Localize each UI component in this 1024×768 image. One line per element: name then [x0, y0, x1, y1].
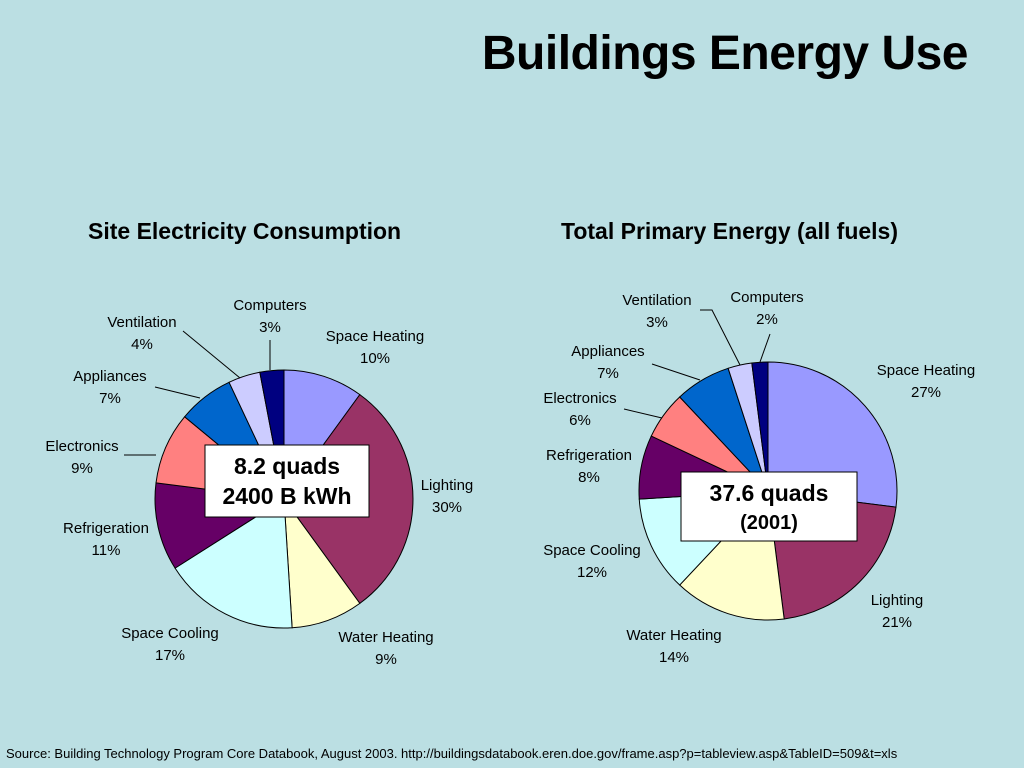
annotation-box: [204, 444, 370, 518]
leader-line-appliances: [651, 363, 701, 381]
chart-title-total-primary-energy: Total Primary Energy (all fuels): [561, 218, 899, 244]
slice-label-refrigeration: Refrigeration 8%: [546, 447, 632, 486]
slice-label-space-cooling: Space Cooling 17%: [121, 625, 219, 664]
pie-chart-2: Space Heating 27% Lighting 21% Water Heating…: [543, 289, 975, 666]
pie-chart-1: Space Heating 10% Lighting 30% Water Heating…: [45, 297, 473, 668]
annotation-line-2: 2400 B kWh: [222, 483, 351, 509]
slice-label-appliances: Appliances 7%: [571, 343, 644, 382]
pie-slice-space-cooling: [174, 498, 293, 629]
slice-label-refrigeration: Refrigeration 11%: [63, 520, 149, 559]
slice-label-water-heating: Water Heating 14%: [626, 627, 721, 666]
slice-label-ventilation: Ventilation 3%: [622, 292, 691, 331]
leader-line-ventilation: [182, 330, 241, 379]
slice-label-appliances: Appliances 7%: [73, 368, 146, 407]
leader-line-computers: [759, 333, 771, 363]
slice-label-electronics: Electronics 9%: [45, 438, 118, 477]
annotation-line-1: 8.2 quads: [234, 453, 340, 479]
slice-label-space-heating: Space Heating 27%: [877, 362, 975, 401]
annotation-line-2: (2001): [740, 512, 798, 534]
slice-label-space-cooling: Space Cooling 12%: [543, 542, 641, 581]
slice-label-electronics: Electronics 6%: [543, 390, 616, 429]
pie-slice-space-heating: [767, 361, 898, 508]
pie-slice-computers: [751, 361, 769, 492]
slice-label-lighting: Lighting 21%: [871, 592, 924, 631]
leader-line-ventilation: [700, 309, 741, 366]
annotation-box: [680, 471, 858, 542]
leader-line-electronics: [623, 408, 663, 419]
slice-label-water-heating: Water Heating 9%: [338, 629, 433, 668]
slice-label-space-heating: Space Heating 10%: [326, 328, 424, 367]
leader-line-appliances: [154, 386, 201, 399]
chart-title-site-electricity: Site Electricity Consumption: [88, 218, 402, 244]
annotation-line-1: 37.6 quads: [710, 480, 829, 506]
slice-label-computers: Computers 3%: [233, 297, 306, 336]
slice-label-ventilation: Ventilation 4%: [107, 314, 176, 353]
source-citation: Source: Building Technology Program Core…: [6, 746, 898, 761]
slide-title: Buildings Energy Use: [481, 27, 969, 80]
slice-label-lighting: Lighting 30%: [421, 477, 474, 516]
slice-label-computers: Computers 2%: [730, 289, 803, 328]
